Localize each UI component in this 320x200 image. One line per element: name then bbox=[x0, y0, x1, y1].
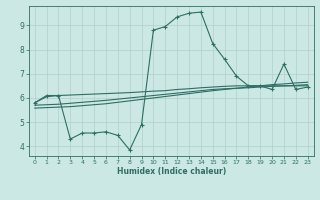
X-axis label: Humidex (Indice chaleur): Humidex (Indice chaleur) bbox=[116, 167, 226, 176]
